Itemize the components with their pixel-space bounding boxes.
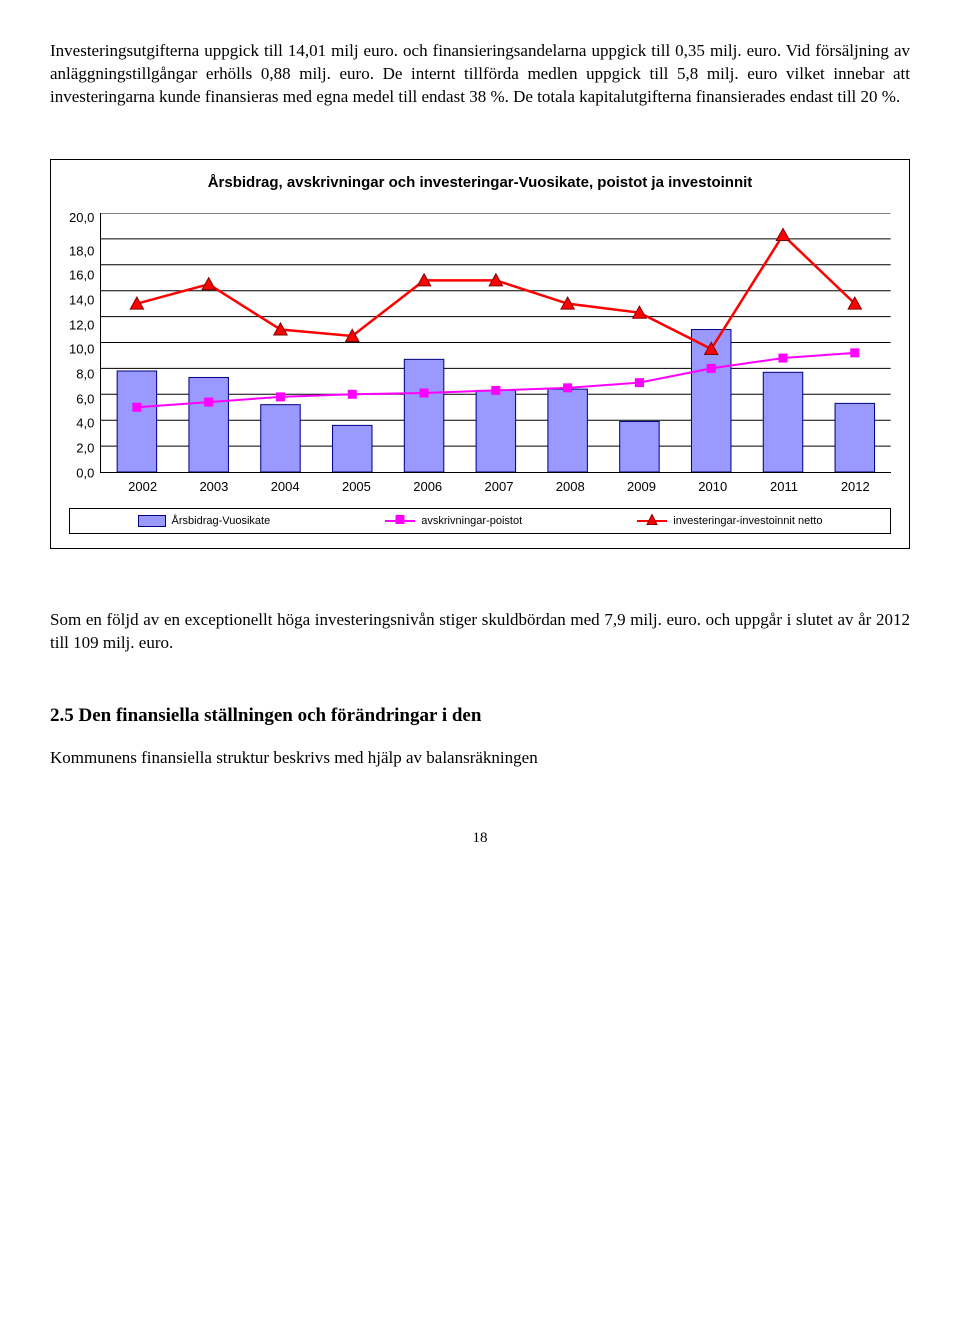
series-marker: [133, 403, 141, 411]
x-tick: 2010: [677, 479, 748, 494]
series-marker: [202, 277, 215, 289]
series-marker: [205, 398, 213, 406]
series-line: [137, 235, 855, 349]
chart-container: Årsbidrag, avskrivningar och investering…: [50, 159, 910, 549]
x-tick: 2006: [392, 479, 463, 494]
bar: [117, 371, 156, 472]
bar: [476, 390, 515, 472]
x-tick: 2003: [178, 479, 249, 494]
series-marker: [492, 386, 500, 394]
legend-label-line2: investeringar-investoinnit netto: [673, 515, 822, 527]
series-marker: [707, 364, 715, 372]
series-marker: [779, 354, 787, 362]
legend-swatch-line2: [637, 520, 667, 522]
legend-label-bars: Årsbidrag-Vuosikate: [172, 515, 271, 527]
y-tick: 8,0: [76, 367, 94, 380]
x-axis: 2002200320042005200620072008200920102011…: [107, 479, 891, 494]
paragraph-3: Kommunens finansiella struktur beskrivs …: [50, 747, 910, 770]
legend-item-line2: investeringar-investoinnit netto: [637, 515, 822, 527]
series-marker: [420, 389, 428, 397]
series-marker: [636, 378, 644, 386]
y-tick: 14,0: [69, 293, 94, 306]
y-tick: 6,0: [76, 392, 94, 405]
x-tick: 2012: [820, 479, 891, 494]
x-tick: 2009: [606, 479, 677, 494]
x-tick: 2011: [748, 479, 819, 494]
series-marker: [277, 393, 285, 401]
bar: [548, 389, 587, 472]
paragraph-2: Som en följd av en exceptionellt höga in…: [50, 609, 910, 655]
series-marker: [349, 390, 357, 398]
y-tick: 10,0: [69, 343, 94, 356]
bar: [405, 359, 444, 472]
series-marker: [564, 384, 572, 392]
legend-swatch-bar: [138, 515, 166, 527]
y-tick: 18,0: [69, 244, 94, 257]
section-heading: 2.5 Den finansiella ställningen och förä…: [50, 705, 910, 727]
legend: Årsbidrag-Vuosikate avskrivningar-poisto…: [69, 508, 891, 534]
paragraph-1: Investeringsutgifterna uppgick till 14,0…: [50, 40, 910, 109]
bar: [764, 372, 803, 472]
x-tick: 2004: [250, 479, 321, 494]
series-marker: [851, 349, 859, 357]
legend-item-line1: avskrivningar-poistot: [385, 515, 522, 527]
series-marker: [777, 228, 790, 240]
y-tick: 12,0: [69, 318, 94, 331]
page-number: 18: [50, 830, 910, 847]
legend-item-bars: Årsbidrag-Vuosikate: [138, 515, 271, 527]
y-tick: 20,0: [69, 211, 94, 224]
y-tick: 2,0: [76, 442, 94, 455]
chart-title: Årsbidrag, avskrivningar och investering…: [69, 174, 891, 191]
bar: [189, 377, 228, 472]
bar: [333, 425, 372, 472]
x-tick: 2005: [321, 479, 392, 494]
y-tick: 0,0: [76, 466, 94, 479]
bar: [261, 404, 300, 471]
y-tick: 16,0: [69, 269, 94, 282]
bar: [620, 421, 659, 472]
x-tick: 2008: [535, 479, 606, 494]
x-tick: 2007: [463, 479, 534, 494]
plot-area: [100, 213, 891, 473]
legend-label-line1: avskrivningar-poistot: [421, 515, 522, 527]
y-axis: 20,018,016,014,012,010,08,06,04,02,00,0: [69, 213, 100, 473]
bar: [835, 403, 874, 472]
legend-swatch-line1: [385, 520, 415, 522]
y-tick: 4,0: [76, 417, 94, 430]
x-tick: 2002: [107, 479, 178, 494]
